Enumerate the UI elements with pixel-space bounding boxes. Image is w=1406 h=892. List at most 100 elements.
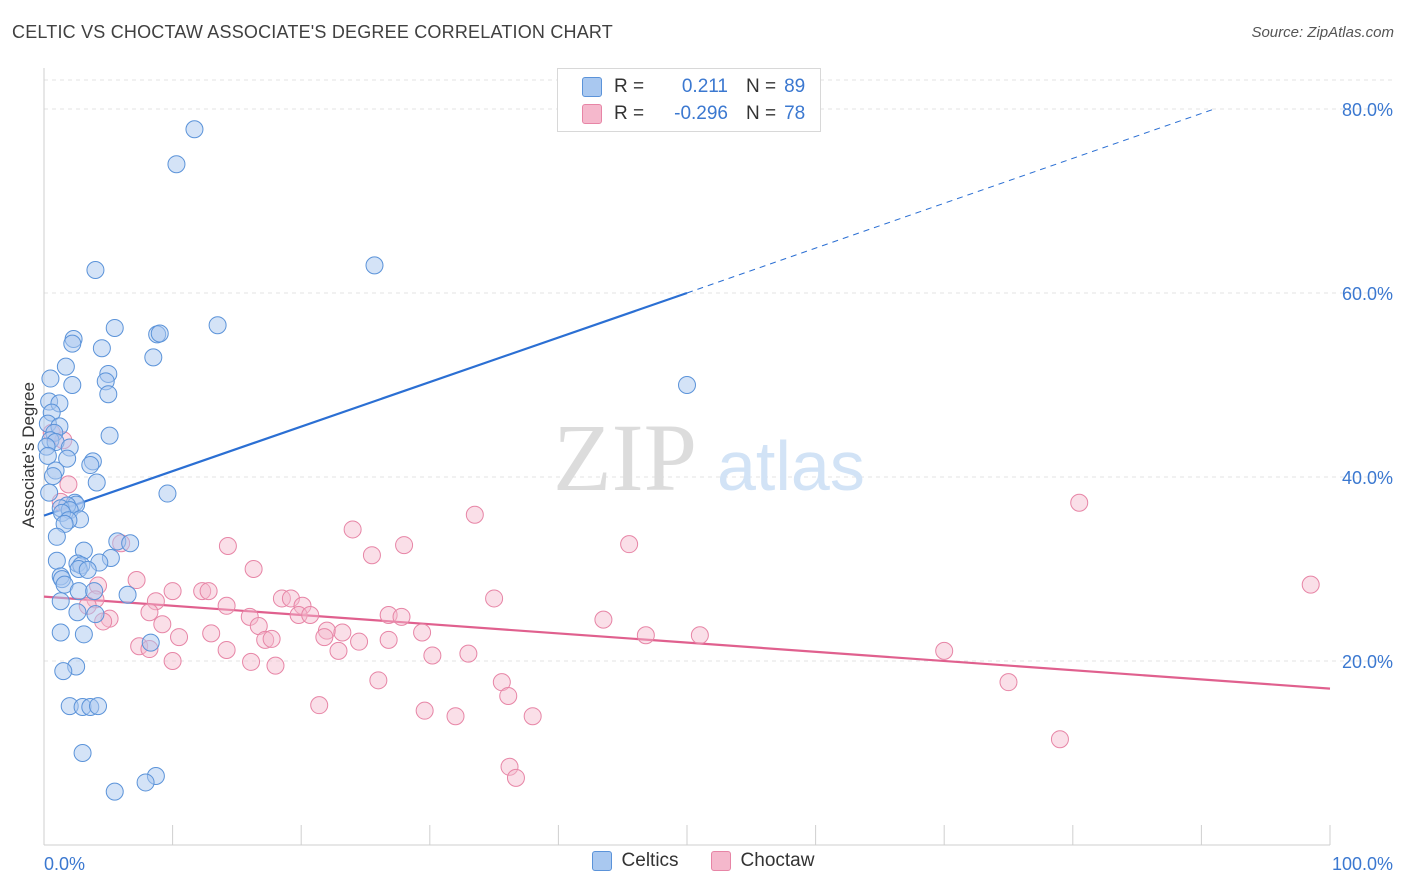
celtics-point xyxy=(92,339,111,358)
celtics-point xyxy=(47,551,66,570)
choctaw-point xyxy=(140,603,159,622)
celtics-point xyxy=(38,446,57,465)
celtics-point xyxy=(74,625,93,644)
choctaw-point xyxy=(242,652,261,671)
celtics-point xyxy=(68,603,87,622)
source-label: Source: ZipAtlas.com xyxy=(1251,24,1394,41)
celtics-point xyxy=(69,582,88,601)
y-tick-label: 60.0% xyxy=(1342,284,1393,304)
watermark: ZIP atlas xyxy=(553,404,865,511)
celtics-trend-extension xyxy=(686,108,1215,294)
celtics-point xyxy=(51,592,70,611)
celtics-point xyxy=(121,534,140,553)
choctaw-swatch xyxy=(582,104,602,124)
celtics-legend-label: Celtics xyxy=(621,850,679,871)
choctaw-point xyxy=(329,641,348,660)
choctaw-point xyxy=(293,596,312,615)
celtics-r-label: R = xyxy=(614,76,645,97)
celtics-point xyxy=(56,357,75,376)
celtics-point xyxy=(73,744,92,762)
celtics-trend-line xyxy=(43,291,688,517)
choctaw-point xyxy=(499,686,518,705)
choctaw-legend-label: Choctaw xyxy=(740,850,815,871)
choctaw-point xyxy=(362,546,381,565)
celtics-point xyxy=(78,560,97,579)
choctaw-point xyxy=(369,671,388,690)
choctaw-point xyxy=(153,615,172,634)
choctaw-point xyxy=(310,696,329,715)
choctaw-point xyxy=(256,630,275,649)
legend-row-celtics: R = 0.211 N = 89 xyxy=(582,74,805,100)
choctaw-point xyxy=(315,628,334,647)
choctaw-point xyxy=(217,640,236,659)
celtics-n-value: 89 xyxy=(784,76,806,97)
celtics-point xyxy=(44,467,63,486)
celtics-point xyxy=(185,120,204,139)
choctaw-n-label: N = xyxy=(746,103,777,124)
celtics-point xyxy=(99,385,118,404)
y-tick-label: 80.0% xyxy=(1342,100,1393,120)
chart-title: CELTIC VS CHOCTAW ASSOCIATE'S DEGREE COR… xyxy=(12,22,613,42)
celtics-point xyxy=(40,483,59,502)
legend-item-celtics[interactable]: Celtics xyxy=(591,850,679,872)
choctaw-point xyxy=(146,592,165,611)
choctaw-point xyxy=(395,536,414,555)
celtics-point xyxy=(86,605,105,624)
celtics-point xyxy=(41,369,60,388)
celtics-point xyxy=(58,449,77,468)
celtics-point xyxy=(678,376,696,394)
choctaw-point xyxy=(59,475,78,494)
celtics-point xyxy=(158,484,177,503)
choctaw-point xyxy=(379,630,398,649)
celtics-point xyxy=(167,155,186,174)
watermark-atlas: atlas xyxy=(717,427,865,505)
choctaw-point xyxy=(506,768,525,787)
celtics-point xyxy=(208,316,227,335)
choctaw-point xyxy=(1050,730,1069,749)
choctaw-point xyxy=(163,582,182,601)
choctaw-point xyxy=(999,673,1018,692)
celtics-point xyxy=(118,585,137,604)
celtics-point xyxy=(85,582,104,601)
choctaw-point xyxy=(272,589,291,608)
choctaw-point xyxy=(594,610,613,629)
choctaw-point xyxy=(423,646,442,665)
celtics-point xyxy=(81,456,100,475)
choctaw-point xyxy=(392,607,411,626)
choctaw-point xyxy=(690,626,709,645)
legend-row-choctaw: R = -0.296 N = 78 xyxy=(582,101,805,127)
correlation-legend: R = 0.211 N = 89 R = -0.296 N = 78 xyxy=(557,68,821,132)
choctaw-trend-line xyxy=(43,595,1331,690)
celtics-point xyxy=(141,633,160,652)
choctaw-point xyxy=(446,707,465,726)
celtics-point xyxy=(47,527,66,546)
series-legend: Celtics Choctaw xyxy=(0,850,1406,872)
choctaw-point xyxy=(415,701,434,720)
choctaw-point xyxy=(281,589,300,608)
choctaw-point xyxy=(193,582,212,601)
choctaw-point xyxy=(170,628,189,647)
celtics-point xyxy=(89,697,108,716)
choctaw-point xyxy=(413,623,432,642)
celtics-n-label: N = xyxy=(746,76,777,97)
choctaw-point xyxy=(1301,575,1320,594)
x-tick-max: 100.0% xyxy=(1332,854,1393,874)
choctaw-point xyxy=(485,589,504,608)
choctaw-legend-swatch xyxy=(710,851,731,871)
points-layer xyxy=(37,120,1320,801)
legend-item-choctaw[interactable]: Choctaw xyxy=(710,850,815,872)
y-tick-label: 40.0% xyxy=(1342,468,1393,488)
choctaw-point xyxy=(244,560,263,578)
choctaw-point xyxy=(262,629,281,648)
celtics-legend-swatch xyxy=(591,851,612,871)
y-tick-label: 20.0% xyxy=(1342,652,1393,672)
choctaw-point xyxy=(620,535,639,554)
celtics-point xyxy=(100,426,119,445)
choctaw-n-value: 78 xyxy=(784,103,806,124)
choctaw-point xyxy=(217,596,236,615)
choctaw-point xyxy=(266,656,285,675)
watermark-zip: ZIP xyxy=(553,404,697,511)
choctaw-point xyxy=(1070,493,1089,512)
choctaw-point xyxy=(935,641,954,660)
choctaw-r-label: R = xyxy=(614,103,645,124)
